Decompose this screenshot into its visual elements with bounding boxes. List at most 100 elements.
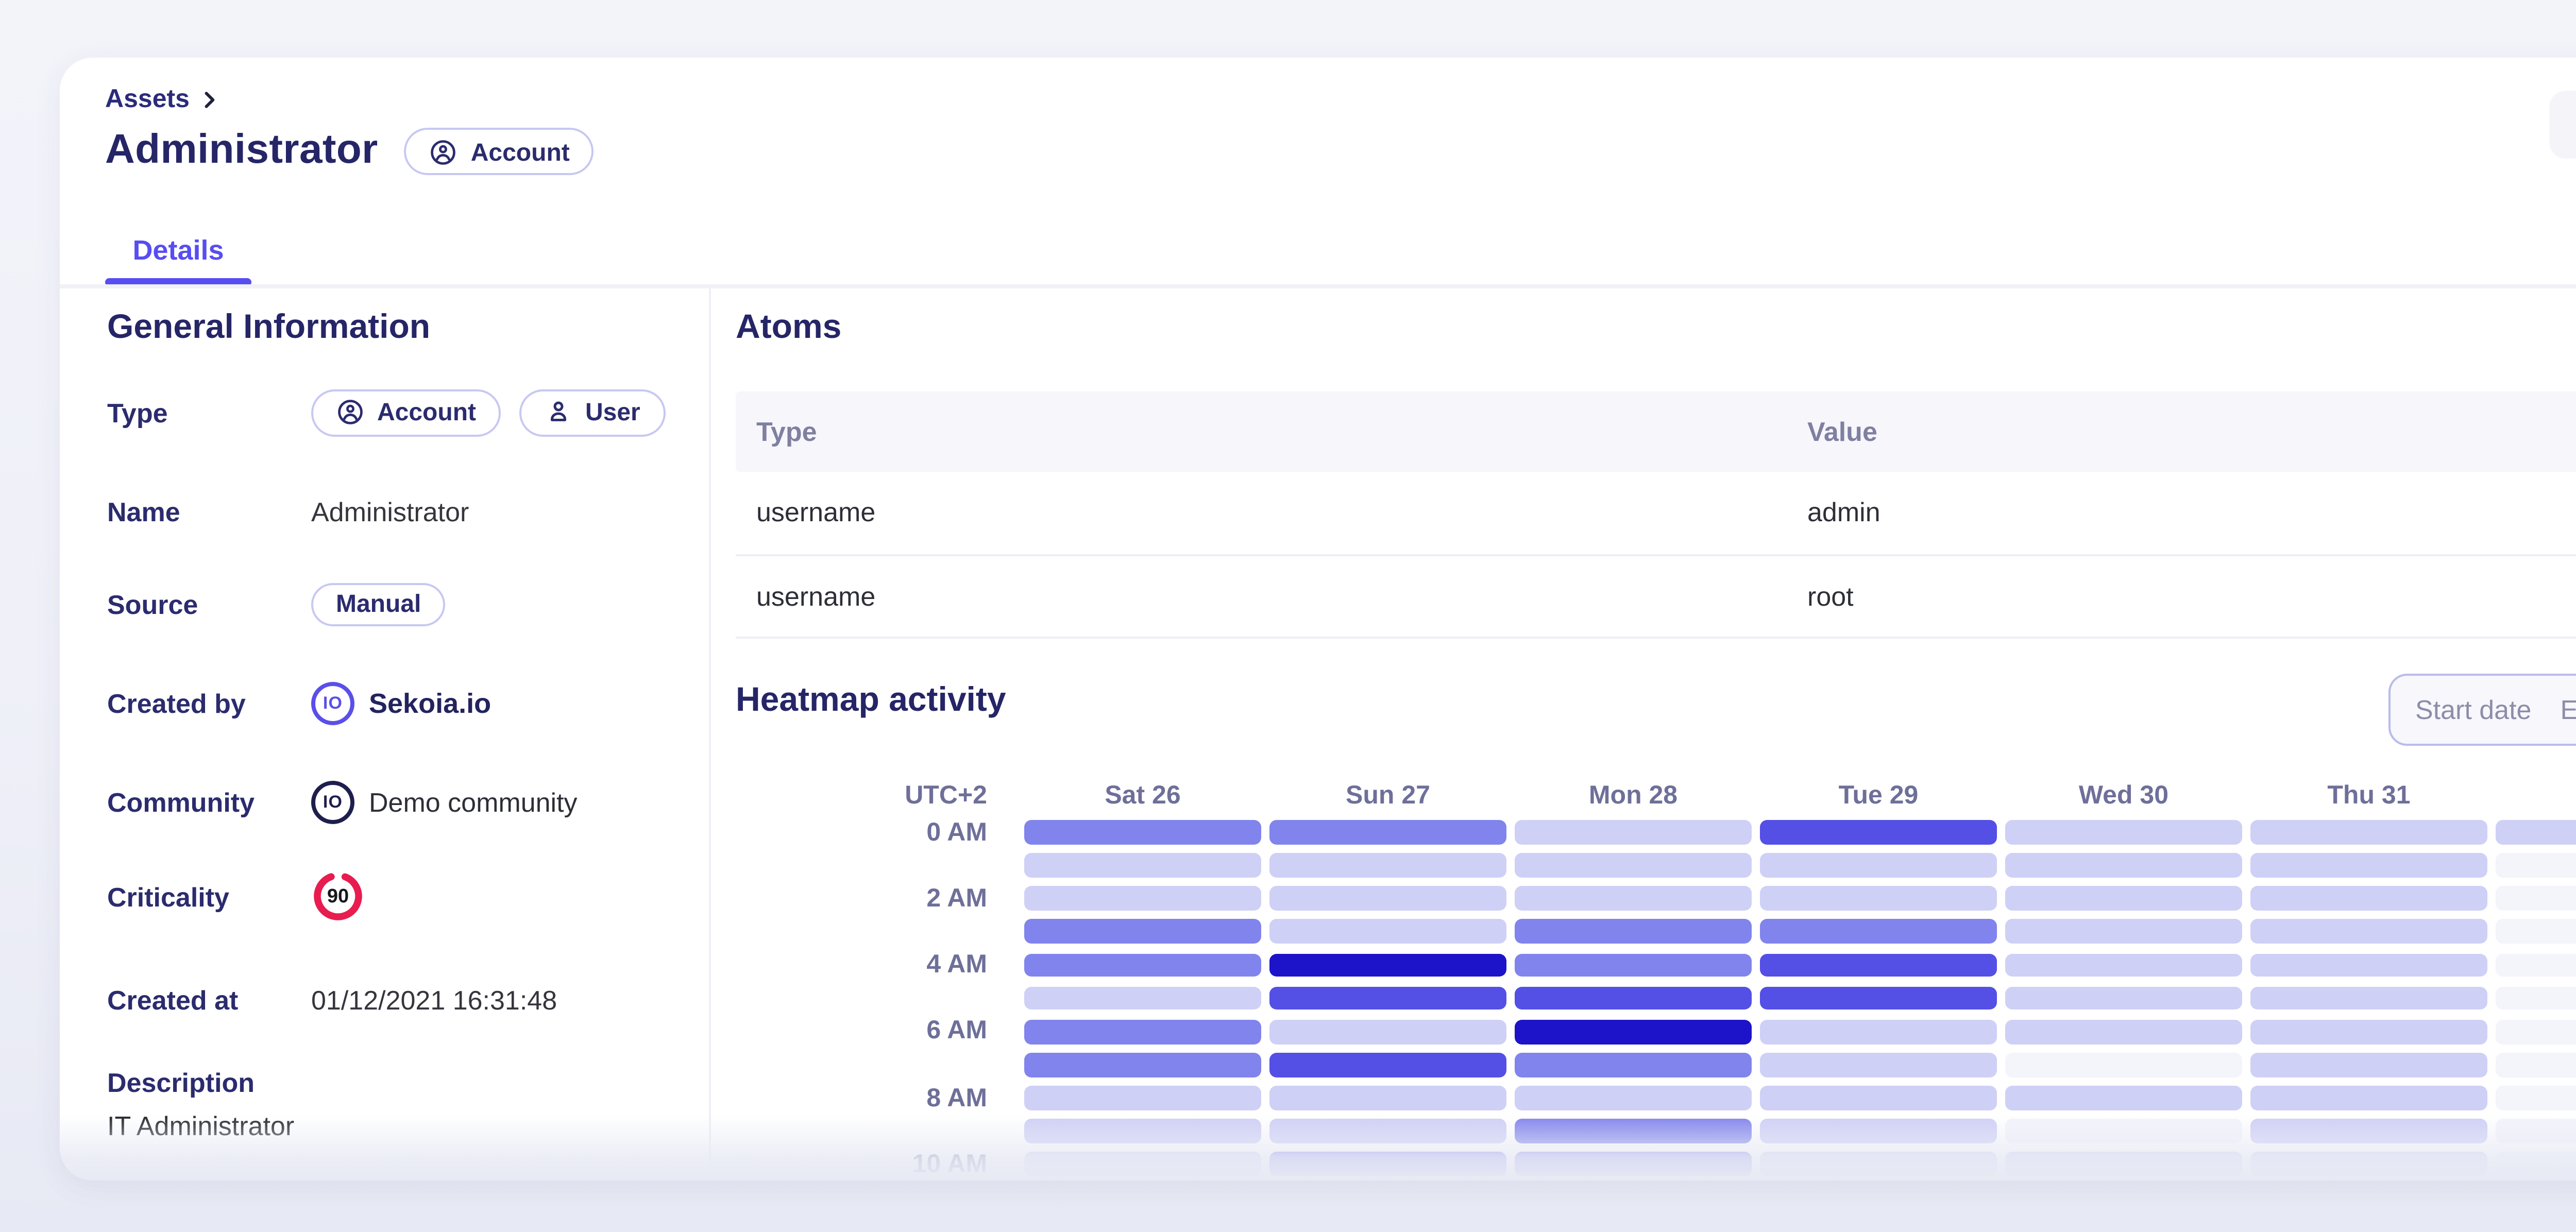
heatmap-col-header: Tue 29 [1838,781,1919,810]
created-at-label: Created at [107,984,239,1015]
heatmap-cell [1024,820,1261,845]
criticality-ring-icon [314,872,362,920]
heatmap-cell [1269,853,1506,878]
atoms-title: Atoms [736,309,842,346]
account-type-badge-label: Account [470,137,570,166]
created-by-value-group: IO Sekoia.io [311,681,491,724]
community-logo-icon: IO [311,780,354,823]
type-label: Type [107,397,168,427]
heatmap-cell [1760,886,1997,911]
heatmap-hour-label: 10 AM [912,1149,987,1178]
created-at-value: 01/12/2021 16:31:48 [311,984,557,1015]
heatmap-cell [1515,1019,1752,1044]
heatmap-cell [1024,1119,1261,1143]
heatmap-col-header: Wed 30 [2078,781,2169,810]
heatmap-cell [1515,1086,1752,1110]
page-title: Administrator [105,128,378,173]
heatmap-cell [1515,1119,1752,1143]
heatmap-col-header: Fri 1 [2496,781,2576,810]
heatmap-cell [1760,1152,1997,1177]
breadcrumb-assets-link[interactable]: Assets [105,84,190,113]
tab-bar: Details [105,216,251,286]
heatmap-cell [2496,1152,2576,1177]
panel-divider [708,288,711,1180]
name-value: Administrator [311,495,469,526]
atoms-table-header: Type Value [736,391,2576,472]
heatmap-cell [2005,1152,2242,1177]
created-by-label: Created by [107,687,246,718]
heatmap-cell [1515,919,1752,944]
heatmap-cell [1760,1052,1997,1077]
heatmap-cell [1760,853,1997,878]
heatmap-cell [2250,919,2487,944]
heatmap-hour-label: 8 AM [926,1083,987,1111]
heatmap-cell [2496,1119,2576,1143]
tab-details-label: Details [132,235,224,266]
atoms-col-type: Type [756,416,817,447]
name-label: Name [107,495,180,526]
header-actions: Revoke Edit [2550,91,2576,159]
atom-value: root [1807,580,1854,611]
heatmap-cell [1760,1019,1997,1044]
table-row: username admin [736,472,2576,555]
heatmap-cell [2250,1086,2487,1110]
heatmap-cell [2496,953,2576,978]
created-at-row: Created at 01/12/2021 16:31:48 [107,972,688,1026]
tab-divider [60,284,2576,287]
heatmap-cell [1269,820,1506,845]
asset-detail-card: Assets Administrator Account Revoke Edit… [60,58,2576,1180]
type-row: Type Account User [107,385,688,439]
description-value: IT Administrator [107,1110,295,1141]
criticality-gauge: 90 [311,869,365,923]
heatmap-cell [2250,986,2487,1011]
heatmap-cell [1760,986,1997,1011]
atom-type: username [756,497,876,528]
heatmap-cell [2250,1119,2487,1143]
start-date-input[interactable]: Start date [2415,694,2532,725]
heatmap-cell [1024,1152,1261,1177]
heatmap-cell [2005,820,2242,845]
table-row: username root [736,555,2576,639]
heatmap-col-header: Sun 27 [1346,781,1430,810]
heatmap-cell [2005,953,2242,978]
type-badge-user-label: User [585,398,640,426]
user-icon [550,401,567,421]
revoke-button[interactable]: Revoke [2550,91,2576,159]
community-value: Demo community [369,786,578,817]
heatmap-cell [1024,886,1261,911]
atom-type: username [756,580,876,611]
heatmap-cell [2005,1019,2242,1044]
heatmap-cell [2496,986,2576,1011]
heatmap-cell [2496,1086,2576,1110]
heatmap-cell [1269,1019,1506,1044]
account-circle-icon [431,139,456,164]
heatmap-hour-label: 6 AM [926,1016,987,1045]
atoms-col-value: Value [1807,416,1877,447]
community-label: Community [107,786,255,817]
atom-value: admin [1807,497,1880,528]
account-type-badge: Account [404,128,595,175]
heatmap-cell [1515,886,1752,911]
breadcrumb[interactable]: Assets [105,84,221,113]
heatmap-cell [1760,820,1997,845]
heatmap-cell [1024,1086,1261,1110]
heatmap-cell [1024,1019,1261,1044]
heatmap-cell [1515,953,1752,978]
heatmap-cell [2250,1152,2487,1177]
created-by-row: Created by IO Sekoia.io [107,676,688,729]
heatmap-cell [1269,986,1506,1011]
heatmap-cell [2005,919,2242,944]
end-date-input[interactable]: End date [2561,694,2576,725]
heatmap-cell [1269,919,1506,944]
heatmap-hour-label: 4 AM [926,950,987,979]
tab-details[interactable]: Details [105,216,251,286]
type-badges: Account User [311,388,665,436]
source-row: Source Manual [107,577,688,630]
type-badge-account-label: Account [377,398,476,426]
heatmap-col-header: Sat 26 [1105,781,1181,810]
heatmap-cell [1515,986,1752,1011]
source-badge: Manual [311,582,446,625]
created-by-value: Sekoia.io [369,687,492,718]
date-range-picker[interactable]: Start date End date [2388,674,2576,746]
